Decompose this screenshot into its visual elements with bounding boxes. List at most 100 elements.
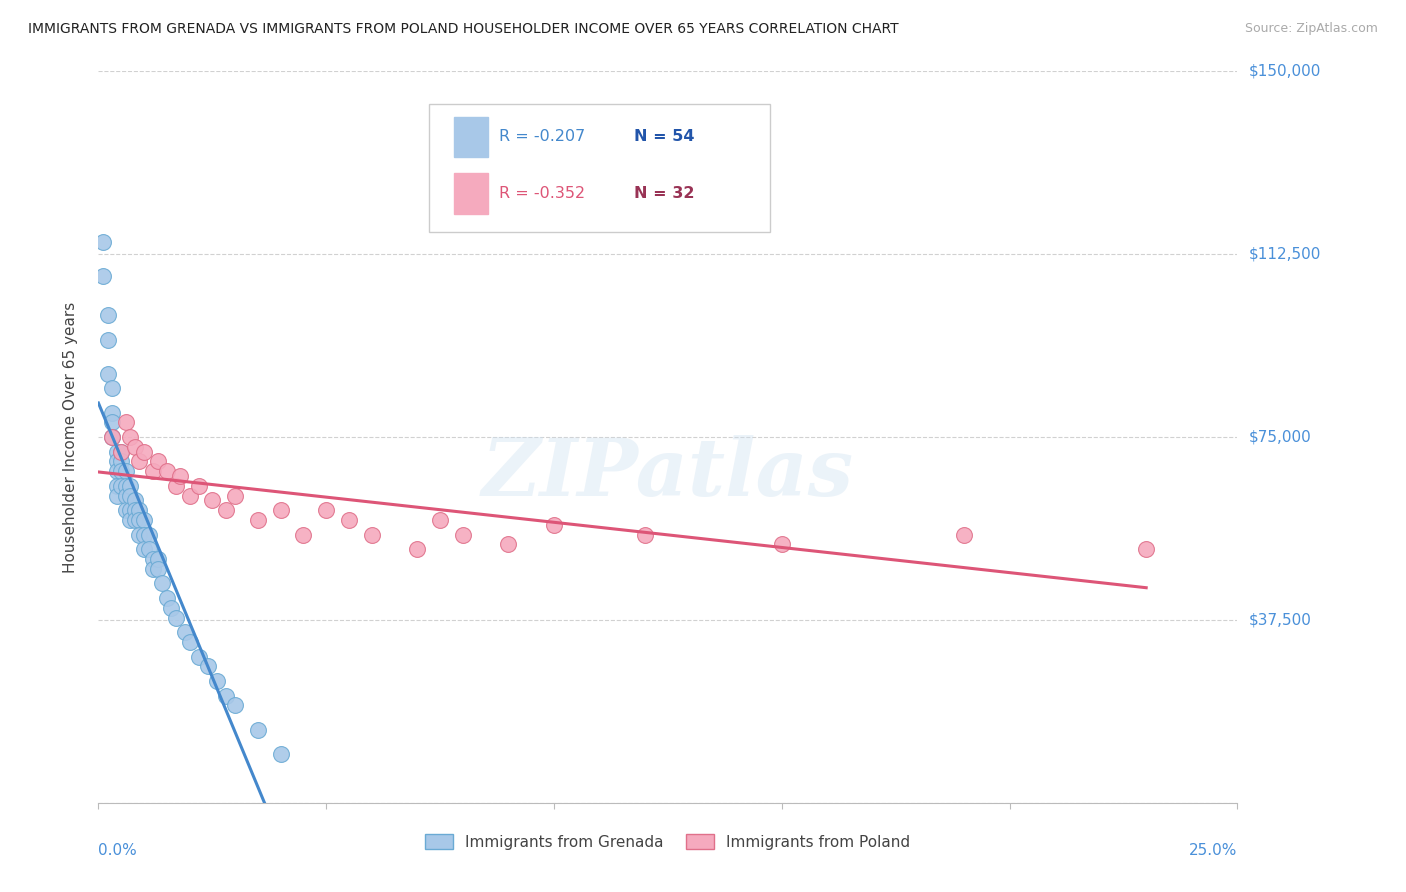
Point (953, 527, 976, 541)
Point (105, 479, 128, 493)
Text: 0.0%: 0.0% (98, 843, 138, 858)
Text: $37,500: $37,500 (1249, 613, 1312, 627)
Point (120, 479, 142, 493)
Point (128, 503, 150, 517)
Point (215, 503, 238, 517)
Point (246, 513, 269, 527)
Point (105, 454, 128, 468)
Point (138, 527, 160, 541)
Point (101, 406, 124, 420)
Point (142, 562, 165, 576)
Point (169, 469, 191, 483)
Point (120, 489, 142, 503)
Point (124, 493, 146, 508)
Y-axis label: Householder Income Over 65 years: Householder Income Over 65 years (63, 301, 77, 573)
Point (270, 503, 292, 517)
Point (96, 308, 118, 322)
Point (224, 698, 246, 713)
Point (187, 649, 209, 664)
Point (105, 464, 128, 478)
Point (142, 552, 165, 566)
Point (337, 513, 360, 527)
Point (165, 610, 187, 624)
Text: IMMIGRANTS FROM GRENADA VS IMMIGRANTS FROM POLAND HOUSEHOLDER INCOME OVER 65 YEA: IMMIGRANTS FROM GRENADA VS IMMIGRANTS FR… (28, 22, 898, 37)
Point (187, 479, 209, 493)
FancyBboxPatch shape (429, 104, 770, 232)
Point (146, 562, 169, 576)
Point (156, 464, 179, 478)
Text: Source: ZipAtlas.com: Source: ZipAtlas.com (1244, 22, 1378, 36)
Text: N = 32: N = 32 (634, 186, 695, 201)
Point (124, 503, 146, 517)
Point (124, 440, 146, 454)
Point (197, 659, 219, 673)
Point (91, 235, 114, 249)
Text: N = 54: N = 54 (634, 129, 695, 145)
Point (270, 747, 292, 761)
Point (110, 454, 132, 468)
Point (138, 542, 160, 557)
Bar (454, 117, 488, 157)
Point (114, 416, 136, 430)
Point (110, 444, 132, 458)
Point (120, 430, 142, 444)
Point (114, 464, 136, 478)
Point (120, 503, 142, 517)
Point (770, 537, 793, 551)
Point (114, 489, 136, 503)
Point (315, 503, 337, 517)
Point (128, 454, 150, 468)
Point (451, 527, 474, 541)
Point (114, 479, 136, 493)
Point (165, 479, 187, 493)
Point (246, 723, 269, 737)
Point (142, 464, 165, 478)
Point (146, 552, 169, 566)
Point (1135, 542, 1157, 557)
Legend: Immigrants from Grenada, Immigrants from Poland: Immigrants from Grenada, Immigrants from… (418, 826, 918, 857)
Point (101, 430, 124, 444)
Point (110, 444, 132, 458)
Point (132, 444, 155, 458)
Point (91, 269, 114, 284)
Point (105, 444, 128, 458)
Point (105, 489, 128, 503)
Point (120, 513, 142, 527)
Point (128, 527, 150, 541)
Text: R = -0.207: R = -0.207 (499, 129, 585, 145)
Point (132, 542, 155, 557)
Point (429, 513, 451, 527)
Text: R = -0.352: R = -0.352 (499, 186, 585, 201)
Point (201, 493, 224, 508)
Point (215, 689, 238, 703)
Point (292, 527, 315, 541)
Point (114, 503, 136, 517)
Point (224, 489, 246, 503)
Point (96, 333, 118, 347)
Point (124, 513, 146, 527)
Point (179, 489, 201, 503)
Point (360, 527, 382, 541)
Point (132, 513, 155, 527)
Point (205, 673, 228, 688)
Point (110, 479, 132, 493)
Text: 25.0%: 25.0% (1189, 843, 1237, 858)
Point (150, 576, 173, 591)
Text: $112,500: $112,500 (1249, 247, 1320, 261)
Point (101, 381, 124, 395)
Text: ZIPatlas: ZIPatlas (482, 435, 853, 512)
Point (179, 635, 201, 649)
Point (543, 517, 565, 532)
Point (174, 625, 197, 640)
Point (132, 527, 155, 541)
Point (634, 527, 657, 541)
Point (156, 591, 179, 605)
Point (101, 416, 124, 430)
Point (498, 537, 520, 551)
Point (96, 367, 118, 381)
Point (160, 600, 183, 615)
Text: $75,000: $75,000 (1249, 430, 1312, 444)
Point (128, 513, 150, 527)
Point (406, 542, 429, 557)
Point (146, 454, 169, 468)
